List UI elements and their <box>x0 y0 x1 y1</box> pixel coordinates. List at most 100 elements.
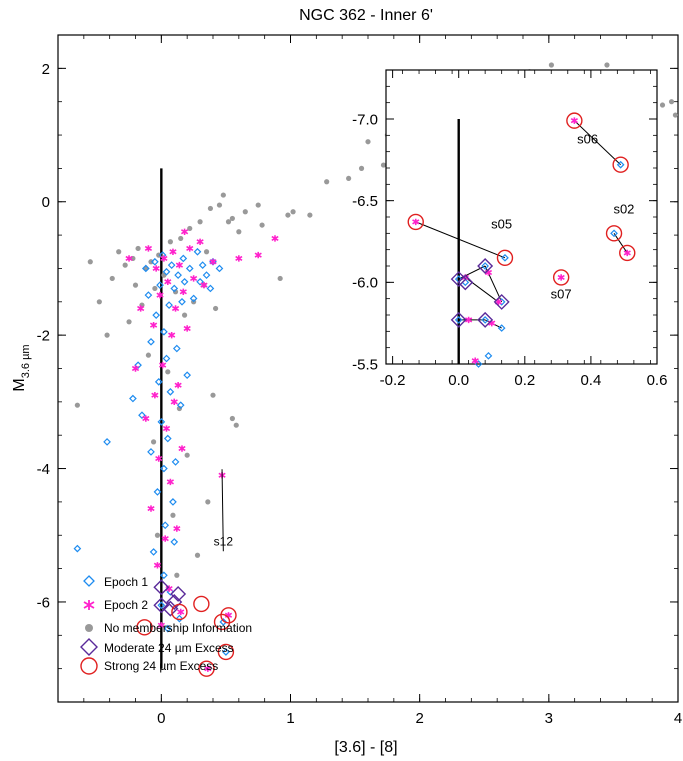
main-no-membership-point <box>154 532 161 538</box>
main-epoch1-point <box>152 311 161 319</box>
svg-text:M3.6 µm: M3.6 µm <box>11 344 32 391</box>
main-epoch1-point <box>161 521 170 530</box>
main-no-membership-point <box>229 415 235 422</box>
main-epoch2-point <box>161 535 169 542</box>
inset-strong-excess-marker <box>612 156 629 173</box>
main-epoch2-point <box>125 255 133 262</box>
main-no-membership-point <box>346 175 352 182</box>
main-x-tick-label: 4 <box>674 710 682 727</box>
main-epoch2-point <box>178 445 186 452</box>
main-strong-excess-marker <box>220 607 237 624</box>
inset-strong-excess-marker <box>605 225 623 242</box>
inset-strong-excess-marker <box>496 249 514 267</box>
main-no-membership-point <box>236 229 242 235</box>
inset-epoch1-point <box>481 262 489 270</box>
main-epoch2-point <box>186 245 194 252</box>
main-no-membership-point <box>122 262 128 268</box>
main-no-membership-point <box>277 275 283 282</box>
inset-x-tick-label: 0.4 <box>580 372 601 389</box>
main-x-tick-label: 1 <box>286 710 294 727</box>
main-epoch1-point <box>162 354 171 363</box>
inset-strong-excess-marker <box>619 244 636 262</box>
main-no-membership-point <box>174 572 180 578</box>
legend-circle-icon <box>80 657 98 675</box>
main-no-membership-point <box>167 239 173 245</box>
inset-epoch1-point <box>616 160 625 169</box>
main-epoch2-point <box>147 505 155 512</box>
main-epoch1-point <box>167 261 176 269</box>
main-no-membership-point <box>187 225 193 232</box>
inset-annotation-label: s07 <box>551 287 572 302</box>
legend-label: Epoch 1 <box>104 575 148 589</box>
main-no-membership-point <box>176 405 183 412</box>
main-moderate-excess-marker <box>166 593 183 610</box>
inset-strong-excess-marker <box>566 112 583 129</box>
main-epoch1-point <box>174 271 182 279</box>
main-epoch2-point <box>170 398 178 406</box>
inset-epoch1-point <box>610 229 618 238</box>
main-epoch2-point <box>168 331 176 339</box>
main-epoch2-point <box>157 622 165 629</box>
main-epoch2-point <box>235 255 243 262</box>
main-epoch2-point <box>204 665 212 672</box>
main-no-membership-point <box>604 62 610 68</box>
inset-data-points <box>407 112 636 368</box>
main-epoch1-point <box>180 277 189 286</box>
main-strong-excess-marker <box>136 619 153 636</box>
inset-moderate-excess-marker <box>493 293 510 310</box>
main-no-membership-point <box>150 439 157 445</box>
main-strong-excess-marker <box>217 643 235 661</box>
legend-entry-moderate-excess: Moderate 24 µm Excess <box>80 638 234 656</box>
inset-moderate-excess-marker <box>450 311 467 328</box>
main-epoch1-point <box>189 294 198 303</box>
main-epoch1-point <box>163 624 172 633</box>
inset-moderate-excess-marker <box>457 274 474 291</box>
legend-diamond-icon <box>83 575 95 587</box>
main-moderate-excess-marker <box>153 597 170 614</box>
legend-entry-strong-excess: Strong 24 µm Excess <box>80 657 218 675</box>
inset-connecting-line <box>415 221 506 259</box>
main-epoch2-point <box>174 381 182 389</box>
main-no-membership-point <box>170 512 176 518</box>
inset-plot-frame <box>385 69 658 365</box>
main-epoch1-point <box>134 361 142 370</box>
inset-annotation-label: s06 <box>577 132 598 147</box>
main-no-membership-point <box>194 552 201 558</box>
main-epoch2-point <box>149 321 158 329</box>
x-axis-label: [3.6] - [8] <box>334 739 397 756</box>
main-epoch1-point <box>154 377 163 386</box>
main-no-membership-point <box>96 299 102 305</box>
inset-annotations: s06 s02 s05 s07 <box>491 132 634 302</box>
inset-x-tick-label: 0.2 <box>514 372 535 389</box>
main-epoch2-point <box>183 325 191 332</box>
inset-epoch2-point <box>412 218 420 226</box>
main-epoch1-point <box>160 327 168 336</box>
main-epoch2-point <box>179 288 187 295</box>
inset-y-tick-label: -6.5 <box>352 193 378 210</box>
inset-x-tick-label: 0.6 <box>647 372 668 389</box>
main-no-membership-point <box>74 402 80 408</box>
main-no-membership-point <box>668 99 675 105</box>
main-epoch1-point <box>179 254 188 263</box>
inset-annotation-label: s02 <box>613 202 634 217</box>
chart-title: NGC 362 - Inner 6' <box>299 7 433 24</box>
main-no-membership-point <box>220 192 226 198</box>
main-epoch1-point <box>163 434 172 443</box>
main-no-membership-point <box>178 235 184 242</box>
inset-epoch1-point <box>454 316 463 324</box>
main-no-membership-point <box>145 352 152 358</box>
legend-label: Epoch 2 <box>104 598 148 612</box>
inset-plot: -0.2 0.0 0.2 0.4 0.6-7.0-6.5-6.0-5.5 s06s02s… <box>352 69 668 389</box>
main-epoch1-point <box>206 284 215 293</box>
legend-dot-icon <box>85 624 93 632</box>
main-y-tick-label: -4 <box>37 461 50 478</box>
main-epoch2-point <box>209 258 217 265</box>
main-no-membership-point <box>104 332 110 338</box>
main-no-membership-point <box>205 499 211 505</box>
main-no-membership-point <box>242 209 248 215</box>
y-axis-label-sub: 3.6 µm <box>20 344 32 378</box>
main-no-membership-point <box>181 312 188 318</box>
main-y-tick-label: -6 <box>37 594 50 611</box>
main-no-membership-point <box>126 319 132 325</box>
legend-label: Moderate 24 µm Excess <box>104 641 234 655</box>
